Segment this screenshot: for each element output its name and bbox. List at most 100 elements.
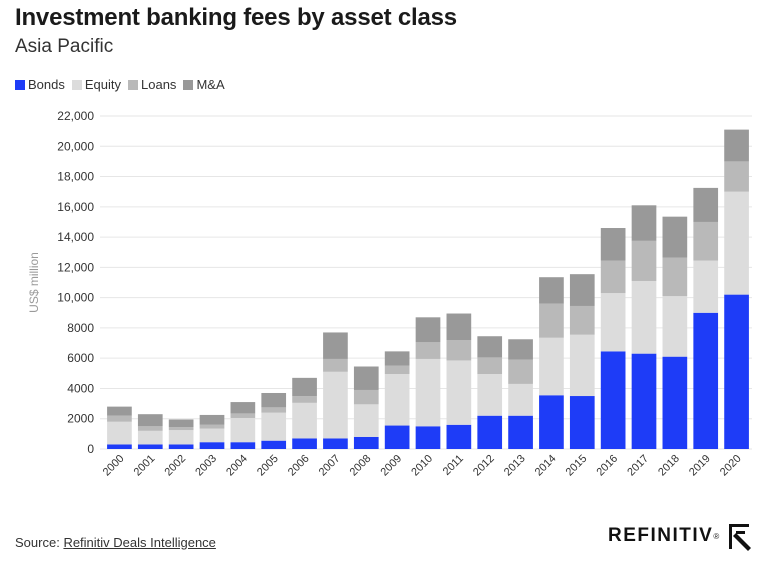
bar-loans-2018 [662,257,688,297]
bar-equity-2020 [724,191,749,295]
bar-loans-2012 [477,357,503,375]
legend-swatch [183,79,194,90]
bar-bonds-2011 [446,424,472,449]
bar-equity-2010 [415,358,441,427]
stacked-bar-chart: 0 2000 4000 6000 8000 10,000 12,000 14,000 16,00… [27,109,752,479]
bar-loans-2009 [384,365,410,375]
x-tick-label: 2018 [656,453,682,479]
bar-equity-2013 [508,383,533,416]
bar-bonds-2004 [230,442,256,449]
bar-equity-2011 [446,360,472,425]
bar-loans-2004 [230,413,256,418]
legend-item-equity: Equity [71,77,122,92]
bar-loans-2010 [415,342,441,359]
bar-loans-2015 [569,305,595,335]
x-tick-label: 2015 [564,453,590,479]
bar-loans-2002 [168,427,194,431]
bar-m-a-2011 [446,313,472,341]
bar-equity-2002 [168,430,194,445]
bar-loans-2007 [323,358,348,372]
legend-swatch [71,79,82,90]
bar-equity-2004 [230,417,256,443]
bar-bonds-2009 [384,425,410,449]
y-tick-label: 14,000 [57,230,94,244]
bar-m-a-2000 [107,406,132,416]
bar-loans-2019 [693,221,719,261]
y-tick-label: 8000 [67,321,94,335]
bar-loans-2016 [600,260,626,294]
bar-loans-2005 [261,407,287,413]
bar-bonds-2020 [724,294,749,449]
legend-label: Bonds [28,77,65,92]
y-tick-label: 6000 [67,351,94,365]
x-tick-label: 2019 [687,453,713,479]
legend-label: Loans [141,77,177,92]
legend-swatch [15,79,25,90]
x-tick-label: 2020 [718,453,744,479]
source-note: Source: Refinitiv Deals Intelligence [15,535,216,550]
legend-label: Equity [84,77,122,92]
legend-item-bonds: Bonds [15,77,65,92]
legend-item-m-a: M&A [183,77,225,92]
x-tick-label: 2013 [502,453,528,479]
brand-name: REFINITIV [608,525,714,546]
bar-bonds-2007 [323,438,348,449]
bar-bonds-2019 [693,312,719,449]
bar-equity-2008 [353,404,379,437]
bar-bonds-2015 [569,396,595,449]
bar-m-a-2004 [230,402,256,414]
source-link[interactable]: Refinitiv Deals Intelligence [63,535,216,550]
bar-m-a-2016 [600,228,626,261]
x-tick-label: 2003 [193,453,219,479]
bar-equity-2005 [261,412,287,441]
bar-m-a-2012 [477,336,503,358]
bar-loans-2011 [446,340,472,361]
bar-equity-2012 [477,374,503,416]
bar-equity-2001 [137,430,163,445]
bar-loans-2006 [292,396,317,403]
x-tick-label: 2008 [348,453,374,479]
y-tick-label: 22,000 [57,109,94,123]
y-tick-label: 20,000 [57,139,94,153]
legend-label: M&A [196,77,225,92]
bar-equity-2019 [693,260,719,313]
bar-equity-2017 [631,280,657,354]
bar-m-a-2014 [539,277,564,304]
bar-bonds-2006 [292,438,317,449]
x-tick-label: 2000 [101,453,127,479]
y-axis-label: US$ million [27,252,41,313]
bar-bonds-2012 [477,415,503,449]
x-tick-label: 2009 [378,453,404,479]
bar-m-a-2002 [168,419,194,428]
legend-swatch [128,79,139,90]
bar-loans-2003 [199,424,225,429]
bar-loans-2017 [631,240,657,281]
bar-bonds-2000 [107,444,132,449]
refinitiv-logo: REFINITIV ® [608,521,755,551]
bar-equity-2014 [539,337,564,396]
bar-m-a-2013 [508,339,533,360]
y-tick-label: 2000 [67,412,94,426]
bar-m-a-2008 [353,366,379,390]
x-tick-label: 2010 [409,453,435,479]
y-tick-label: 16,000 [57,200,94,214]
bar-loans-2001 [137,426,163,431]
bar-bonds-2018 [662,356,688,449]
bar-m-a-2019 [693,187,719,222]
bar-loans-2020 [724,161,749,192]
refinitiv-mark-icon [729,524,752,551]
bar-m-a-2017 [631,205,657,241]
bar-m-a-2001 [137,414,163,427]
brand-registered-mark: ® [713,531,720,541]
legend-item-loans: Loans [128,77,176,92]
y-tick-label: 10,000 [57,291,94,305]
x-tick-label: 2002 [162,453,188,479]
bar-loans-2000 [107,415,132,422]
bar-equity-2006 [292,402,317,439]
bar-bonds-2002 [168,444,194,449]
x-tick-label: 2006 [286,453,312,479]
bar-bonds-2003 [199,442,225,449]
bar-bonds-2014 [539,395,564,449]
x-tick-label: 2004 [224,453,250,479]
bar-m-a-2007 [323,332,348,359]
